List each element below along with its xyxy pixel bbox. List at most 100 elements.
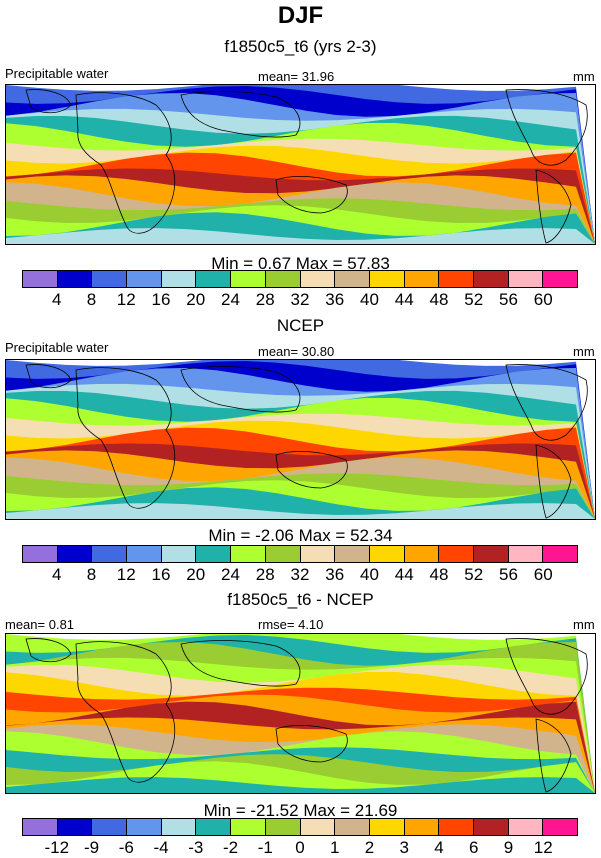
colorbar-swatch xyxy=(439,546,474,562)
panel-2-minmax: Min = -2.06 Max = 52.34 xyxy=(208,526,393,545)
colorbar-tick-label: -2 xyxy=(222,838,239,857)
colorbar-swatch xyxy=(92,546,128,562)
colorbar-swatch xyxy=(127,271,162,287)
colorbar-tick-label: -12 xyxy=(44,838,70,857)
colorbar-swatch xyxy=(23,546,58,562)
coastline xyxy=(535,718,572,793)
coastline xyxy=(505,638,588,715)
colorbar-tick-label: 12 xyxy=(533,838,553,857)
panel-3-colorbar xyxy=(22,818,578,836)
colorbar-tick-label: 52 xyxy=(464,290,484,309)
panel-3-colorbar-ticks: -12 -9 -6 -4 -3 -2 -1 0 1 2 3 4 6 9 12 xyxy=(22,838,578,858)
coastline xyxy=(25,364,72,389)
colorbar-swatch xyxy=(265,819,301,835)
panel-3-rmse-label: rmse= 4.10 xyxy=(258,617,324,632)
colorbar-tick-label: 44 xyxy=(394,565,414,584)
coastline xyxy=(275,451,348,489)
colorbar-tick-label: 12 xyxy=(116,565,136,584)
colorbar-tick-label: 12 xyxy=(116,290,136,309)
page-title: DJF xyxy=(277,2,324,29)
colorbar-tick-label: 52 xyxy=(464,565,484,584)
coastline xyxy=(505,364,588,441)
colorbar-swatch xyxy=(127,546,162,562)
field-contour-band xyxy=(6,228,595,244)
colorbar-swatch xyxy=(161,271,197,287)
colorbar-tick-label: -9 xyxy=(83,838,100,857)
colorbar-tick-label: 3 xyxy=(399,838,409,857)
colorbar-tick-label: 24 xyxy=(221,565,240,584)
coastline xyxy=(180,640,301,687)
colorbar-swatch xyxy=(161,819,197,835)
colorbar-swatch xyxy=(543,819,577,835)
colorbar-swatch xyxy=(508,546,544,562)
panel-1-units-label: mm xyxy=(573,69,595,84)
colorbar-tick-label: 20 xyxy=(186,565,206,584)
colorbar-tick-label: 60 xyxy=(533,290,553,309)
colorbar-tick-label: 32 xyxy=(290,565,310,584)
coastline xyxy=(180,366,301,413)
panel-1-mean-label: mean= 31.96 xyxy=(258,69,335,84)
colorbar-swatch xyxy=(543,271,577,287)
colorbar-swatch xyxy=(57,546,93,562)
field-plot xyxy=(6,634,595,793)
panel-2-title: NCEP xyxy=(276,316,325,335)
panel-3-map xyxy=(5,633,596,794)
colorbar-tick-label: 9 xyxy=(503,838,514,857)
colorbar-tick-label: 28 xyxy=(255,565,275,584)
coastline xyxy=(275,176,348,214)
coastline xyxy=(275,725,348,763)
colorbar-swatch xyxy=(300,546,336,562)
colorbar-swatch xyxy=(57,271,93,287)
colorbar-tick-label: -3 xyxy=(188,838,204,857)
panel-3-units-label: mm xyxy=(573,617,595,632)
colorbar-tick-label: 16 xyxy=(151,290,171,309)
colorbar-tick-label: 2 xyxy=(364,838,375,857)
panel-1-title: f1850c5_t6 (yrs 2-3) xyxy=(224,37,377,56)
colorbar-swatch xyxy=(92,819,128,835)
panel-1-colorbar-ticks: 4 8 12 16 20 24 28 32 36 40 44 48 52 56 60 xyxy=(22,290,578,310)
colorbar-tick-label: 56 xyxy=(499,565,518,584)
colorbar-tick-label: 40 xyxy=(360,290,379,309)
colorbar-swatch xyxy=(508,271,544,287)
colorbar-swatch xyxy=(404,546,440,562)
field-plot xyxy=(6,85,595,244)
colorbar-tick-label: -1 xyxy=(257,838,273,857)
colorbar-swatch xyxy=(439,271,474,287)
colorbar-swatch xyxy=(265,271,301,287)
colorbar-swatch xyxy=(404,819,440,835)
panel-1-minmax: Min = 0.67 Max = 57.83 xyxy=(211,254,390,273)
colorbar-tick-label: 0 xyxy=(295,838,305,857)
coastline xyxy=(75,641,176,783)
colorbar-swatch xyxy=(439,819,474,835)
coastline xyxy=(75,367,176,509)
colorbar-tick-label: 4 xyxy=(52,290,62,309)
colorbar-swatch xyxy=(23,819,58,835)
colorbar-tick-label: 48 xyxy=(429,290,449,309)
colorbar-swatch xyxy=(335,271,370,287)
panel-2-colorbar xyxy=(22,545,578,563)
colorbar-swatch xyxy=(508,819,544,835)
panel-2-map xyxy=(5,359,596,520)
panel-3-minmax: Min = -21.52 Max = 21.69 xyxy=(203,801,398,820)
colorbar-swatch xyxy=(231,546,266,562)
colorbar-swatch xyxy=(369,271,405,287)
colorbar-tick-label: 4 xyxy=(434,838,444,857)
colorbar-tick-label: 60 xyxy=(533,565,553,584)
colorbar-tick-label: 1 xyxy=(330,838,340,857)
colorbar-swatch xyxy=(369,819,405,835)
field-contour-band xyxy=(6,503,595,519)
coastline xyxy=(180,91,301,138)
colorbar-swatch xyxy=(196,819,232,835)
coastline xyxy=(25,638,72,663)
colorbar-tick-label: 48 xyxy=(429,565,449,584)
panel-2-mean-label: mean= 30.80 xyxy=(258,344,335,359)
panel-1-variable-label: Precipitable water xyxy=(5,66,109,81)
field-contour-band xyxy=(6,777,595,793)
colorbar-swatch xyxy=(300,271,336,287)
colorbar-swatch xyxy=(92,271,128,287)
colorbar-tick-label: 24 xyxy=(221,290,240,309)
colorbar-swatch xyxy=(404,271,440,287)
colorbar-tick-label: 28 xyxy=(255,290,275,309)
colorbar-swatch xyxy=(57,819,93,835)
colorbar-swatch xyxy=(196,546,232,562)
